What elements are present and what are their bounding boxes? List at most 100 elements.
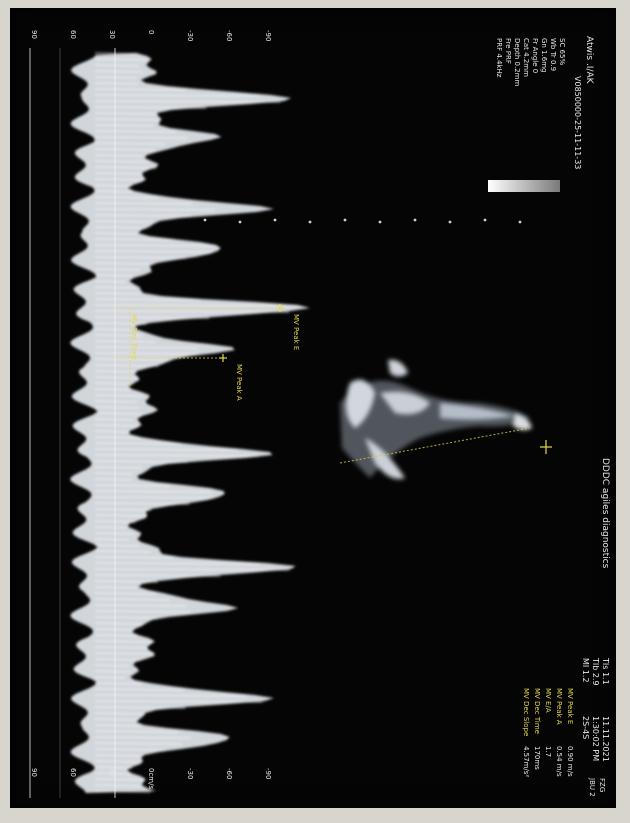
spectral-streak — [94, 178, 146, 181]
setting-item: PRF 4.4kHz — [495, 38, 503, 78]
spectral-streak — [94, 688, 185, 691]
spectral-streak — [94, 364, 159, 367]
scale-tick-label: 90 — [30, 30, 38, 39]
spectral-streak — [94, 760, 142, 763]
scale-tick-label: 90 — [30, 768, 38, 777]
spectral-streak — [94, 382, 134, 385]
depth-marker-dot — [483, 218, 487, 222]
spectral-streak — [94, 466, 143, 469]
spectral-streak — [94, 616, 158, 619]
time-readout: 1:30:02 PM — [591, 716, 600, 762]
spectral-streak — [94, 88, 187, 91]
spectral-streak — [94, 280, 126, 283]
spectral-streak — [94, 592, 156, 595]
spectral-streak — [94, 112, 157, 115]
depth-marker-dot — [238, 220, 242, 224]
spectral-streak — [94, 532, 135, 535]
spectral-streak — [94, 694, 247, 697]
freq-readout: 2S-4S — [581, 716, 590, 740]
spectral-streak — [94, 82, 139, 85]
spectral-streak — [94, 676, 126, 679]
setting-item: Depth 0.2mm — [513, 38, 521, 87]
spectral-streak — [94, 460, 188, 463]
spectral-streak — [94, 658, 142, 661]
spectral-streak — [94, 706, 186, 709]
spectral-streak — [94, 586, 137, 589]
depth-marker-dot — [448, 220, 452, 224]
spectral-streak — [94, 640, 155, 643]
spectral-streak — [94, 406, 139, 409]
measurement-label: MV E/A — [544, 688, 552, 713]
spectral-streak — [94, 340, 156, 343]
spectral-streak — [94, 514, 147, 517]
study-id: V0850000-25-11-11-33 — [573, 76, 582, 170]
spectral-streak — [94, 544, 140, 547]
spectral-streak — [94, 610, 191, 613]
spectral-streak — [94, 574, 221, 577]
spectral-streak — [94, 106, 207, 109]
spectral-streak — [94, 202, 193, 205]
measurement-label: MV Dec Slope — [522, 688, 530, 737]
depth-marker-dot — [203, 218, 207, 222]
setting-item: SC 65% — [558, 38, 566, 66]
spectral-streak — [94, 730, 179, 733]
spectral-streak — [94, 718, 139, 721]
spectral-streak — [94, 670, 131, 673]
spectral-streak — [94, 298, 200, 301]
spectral-streak — [94, 412, 142, 415]
measurement-label: MV Peak A — [555, 688, 563, 725]
spectral-streak — [94, 220, 153, 223]
lab-name: DDDC agiles diagnostics — [600, 458, 610, 569]
marker-label-dec-time: MV Dec Time — [130, 314, 138, 360]
spectral-streak — [94, 664, 129, 667]
spectral-streak — [94, 256, 187, 259]
spectral-streak — [94, 652, 152, 655]
date-readout: 11.11.2021 — [601, 716, 610, 762]
spectral-streak — [94, 226, 147, 229]
measurement-value: 4.57m/s² — [522, 746, 530, 778]
scale-tick-label: -30 — [186, 30, 194, 42]
spectral-streak — [94, 70, 143, 73]
spectral-streak — [94, 124, 154, 127]
footer-label-a: FZG — [598, 778, 606, 793]
spectral-streak — [94, 370, 138, 373]
spectral-streak — [94, 550, 151, 553]
spectral-envelope — [70, 53, 310, 793]
spectral-streak — [94, 682, 143, 685]
spectral-streak — [94, 736, 191, 739]
spectral-streak — [94, 634, 138, 637]
spectral-streak — [94, 292, 141, 295]
doppler-cursor-line — [339, 427, 531, 464]
spectral-streak — [94, 400, 138, 403]
tib-readout: TIb 2.9 — [591, 658, 600, 686]
spectral-streak — [94, 346, 199, 349]
spectral-streak — [94, 490, 212, 493]
measurement-value: 1.7 — [544, 746, 552, 758]
spectral-streak — [94, 388, 131, 391]
spectral-streak — [94, 646, 147, 649]
spectral-streak — [94, 214, 191, 217]
scale-tick-label: 0cm/s — [147, 768, 155, 790]
spectral-streak — [94, 472, 133, 475]
ultrasound-image: Atwis .I/AK V0850000-25-11-11-33 DDDC ag… — [10, 8, 616, 808]
depth-marker-dot — [413, 218, 417, 222]
spectral-streak — [94, 196, 159, 199]
spectral-streak — [94, 166, 156, 169]
spectral-streak — [94, 76, 137, 79]
spectral-streak — [94, 742, 182, 745]
setting-item: Fr Angle 0 — [531, 38, 539, 74]
spectral-streak — [94, 748, 166, 751]
spectral-streak — [94, 394, 144, 397]
spectral-streak — [94, 58, 147, 61]
depth-marker-dot — [518, 220, 522, 224]
grayscale-bar — [488, 180, 560, 192]
spectral-streak — [94, 628, 134, 631]
spectral-streak — [94, 520, 136, 523]
spectral-streak — [94, 184, 132, 187]
spectral-streak — [94, 376, 139, 379]
spectral-streak — [94, 160, 149, 163]
spectral-streak — [94, 118, 160, 121]
measurement-value: 0.90 m/s — [566, 746, 574, 777]
spectral-streak — [94, 700, 263, 703]
scale-tick-label: 60 — [69, 30, 77, 39]
